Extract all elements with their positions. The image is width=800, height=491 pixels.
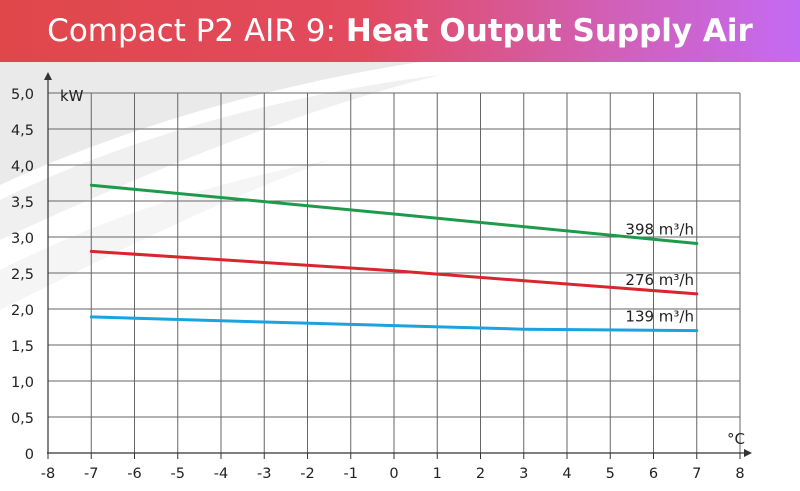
y-tick-label: 3,0 (11, 231, 34, 247)
chart-header: Compact P2 AIR 9: Heat Output Supply Air (0, 0, 800, 62)
series-line-1 (89, 183, 699, 245)
y-tick-label: 4,5 (11, 123, 34, 139)
series-labels: 398 m³/h 276 m³/h 139 m³/h (625, 220, 694, 325)
y-tick-label: 0 (25, 447, 34, 463)
y-tick-label: 1,5 (11, 339, 34, 355)
x-tick-label: 6 (649, 466, 658, 482)
x-tick-label: 1 (433, 466, 442, 482)
series-line-2 (89, 249, 699, 296)
heat-output-chart: -8 -7 -6 -5 -4 -3 -2 -1 0 1 2 3 4 5 6 7 8 0 0,5 1,0 1,5 2,0 2,… (0, 62, 752, 482)
x-axis-arrow (744, 449, 752, 457)
y-axis-arrow (44, 72, 52, 80)
x-tick-label: 5 (606, 466, 615, 482)
x-tick-label: -2 (300, 466, 314, 482)
x-tick-label: 3 (519, 466, 528, 482)
x-tick-label: 2 (476, 466, 485, 482)
x-tick-label: -5 (171, 466, 185, 482)
x-tick-label: -8 (41, 466, 55, 482)
y-axis-unit-label: kW (60, 87, 84, 105)
y-tick-label: 2,0 (11, 303, 34, 319)
y-tick-label: 3,5 (11, 195, 34, 211)
axes (44, 72, 752, 459)
x-tick-label: -7 (84, 466, 98, 482)
x-tick-label: 4 (562, 466, 571, 482)
y-tick-label: 0,5 (11, 411, 34, 427)
chart-title-bold: Heat Output Supply Air (345, 13, 753, 49)
series-label-2: 276 m³/h (625, 271, 694, 289)
series-label-1: 398 m³/h (625, 220, 694, 238)
x-tick-label: -6 (127, 466, 141, 482)
y-tick-label: 1,0 (11, 375, 34, 391)
y-tick-label: 5,0 (11, 87, 34, 103)
x-axis-unit-label: °C (727, 430, 745, 448)
y-tick-label: 2,5 (11, 267, 34, 283)
x-tick-label: -3 (257, 466, 271, 482)
x-tick-label: -4 (214, 466, 228, 482)
x-tick-label: 7 (692, 466, 701, 482)
series-line-3 (89, 315, 699, 333)
x-tick-label: 8 (735, 466, 744, 482)
chart-title-normal: Compact P2 AIR 9: (47, 13, 336, 49)
x-tick-label: 0 (389, 466, 398, 482)
x-tick-label: -1 (344, 466, 358, 482)
series-lines (89, 183, 699, 333)
tick-labels: -8 -7 -6 -5 -4 -3 -2 -1 0 1 2 3 4 5 6 7 8 0 0,5 1,0 1,5 2,0 2,… (11, 87, 745, 482)
series-label-3: 139 m³/h (625, 308, 694, 326)
y-tick-label: 4,0 (11, 159, 34, 175)
grid (48, 92, 741, 453)
